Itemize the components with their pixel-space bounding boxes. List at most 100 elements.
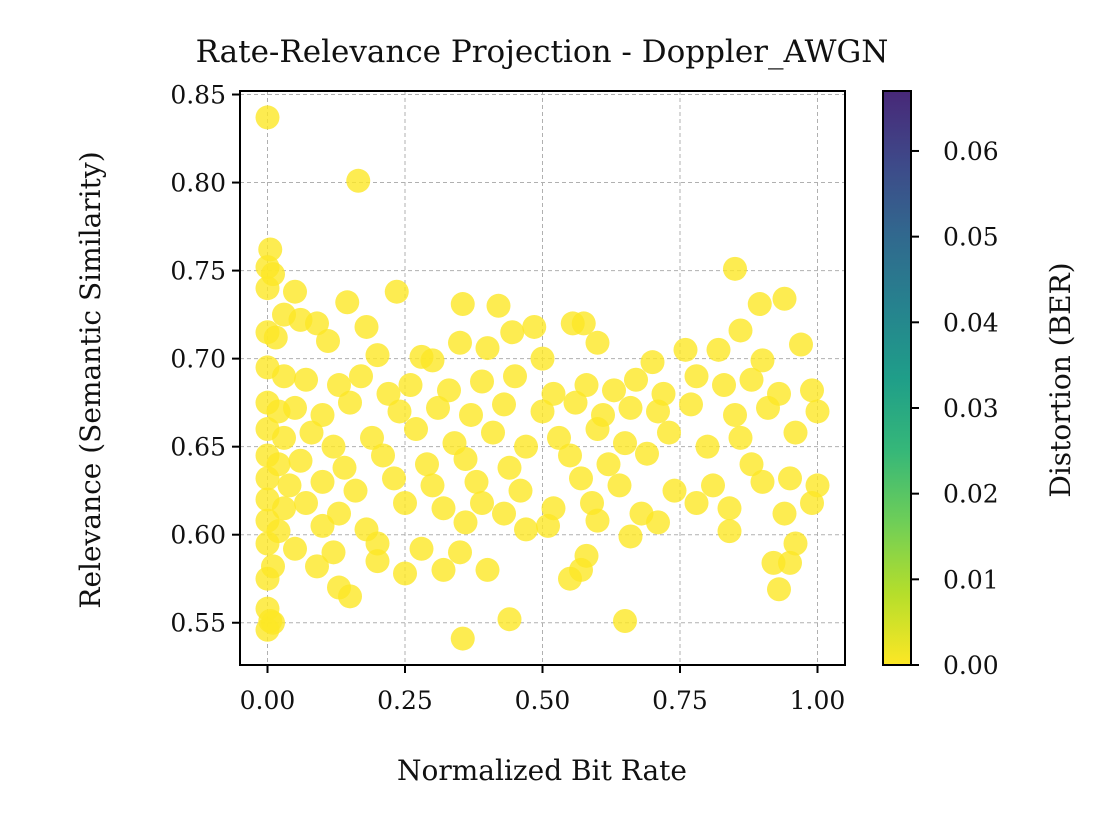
data-point [335, 290, 360, 315]
data-point [365, 549, 390, 574]
data-point [365, 343, 390, 368]
data-point [767, 577, 791, 602]
data-point [481, 420, 505, 445]
data-point [420, 348, 445, 373]
data-point [258, 237, 283, 262]
data-point [800, 491, 824, 516]
colorbar-tick-label: 0.06 [943, 137, 999, 166]
data-point [459, 402, 483, 427]
data-point [365, 531, 390, 556]
x-tick-label: 0.50 [515, 686, 571, 715]
colorbar-tick-label: 0.02 [943, 480, 999, 509]
data-point [437, 378, 461, 403]
data-point [536, 513, 560, 538]
data-point [547, 425, 571, 450]
data-point [750, 469, 775, 494]
data-point [321, 540, 346, 565]
colorbar-tick-label: 0.00 [943, 651, 999, 680]
data-point [563, 390, 588, 415]
data-point [778, 466, 802, 491]
scatter-points [255, 105, 830, 651]
data-point [360, 425, 384, 450]
data-point [723, 256, 747, 281]
data-point [747, 292, 772, 317]
data-point [475, 336, 500, 361]
data-point [728, 425, 753, 450]
data-point [492, 501, 516, 526]
data-point [255, 617, 280, 642]
data-point [448, 540, 472, 565]
colorbar-tick-label: 0.03 [943, 394, 999, 423]
data-point [475, 557, 500, 582]
data-point [778, 550, 802, 575]
data-point [695, 434, 720, 459]
data-point [310, 513, 335, 538]
data-point [255, 566, 280, 591]
colorbar-ticks: 0.00 0.01 0.02 0.03 0.04 0.05 0.06 [911, 137, 999, 680]
data-point [761, 550, 786, 575]
data-point [574, 373, 599, 398]
data-point [602, 378, 626, 403]
data-point [310, 469, 335, 494]
data-point [646, 399, 670, 424]
colorbar-tick-label: 0.01 [943, 565, 999, 594]
data-point [772, 501, 797, 526]
data-point [294, 491, 318, 516]
data-point [613, 431, 637, 456]
data-point [500, 320, 525, 345]
y-tick-label: 0.80 [170, 169, 226, 198]
colorbar-tick-label: 0.04 [943, 308, 999, 337]
data-point [728, 318, 753, 343]
data-point [404, 417, 428, 442]
data-point [393, 491, 417, 516]
data-point [701, 473, 725, 498]
data-point [508, 478, 533, 503]
data-point [305, 311, 329, 336]
data-point [255, 105, 280, 130]
data-point [283, 395, 307, 420]
data-point [607, 473, 632, 498]
data-point [255, 466, 280, 491]
data-point [635, 441, 659, 466]
data-point [503, 364, 527, 389]
data-point [415, 452, 439, 477]
data-point [332, 455, 357, 480]
data-point [470, 369, 494, 394]
data-point [717, 496, 742, 521]
data-point [679, 392, 703, 417]
data-point [470, 491, 494, 516]
data-point [382, 466, 406, 491]
data-point [558, 443, 582, 468]
y-axis-label: Relevance (Semantic Similarity) [74, 151, 107, 608]
data-point [376, 381, 401, 406]
data-point [450, 292, 475, 317]
data-point [706, 337, 731, 362]
data-point [646, 510, 670, 535]
data-point [756, 395, 780, 420]
data-point [277, 473, 302, 498]
data-point [283, 536, 307, 561]
data-point [800, 378, 824, 403]
data-point [571, 311, 596, 336]
data-point [723, 402, 747, 427]
data-point [316, 329, 340, 354]
y-tick-label: 0.85 [170, 81, 226, 110]
data-point [673, 337, 698, 362]
x-tick-label: 0.75 [652, 686, 708, 715]
data-point [530, 399, 555, 424]
data-point [662, 478, 687, 503]
data-point [288, 448, 313, 473]
data-point [522, 314, 547, 339]
data-point [464, 469, 489, 494]
data-point [327, 501, 351, 526]
data-point [640, 350, 665, 375]
data-point [299, 420, 324, 445]
data-point [409, 536, 434, 561]
data-point [618, 524, 643, 549]
data-point [486, 293, 511, 318]
data-point [294, 367, 318, 392]
data-point [338, 390, 362, 415]
data-point [384, 279, 409, 304]
data-point [783, 420, 808, 445]
data-point [450, 626, 475, 651]
